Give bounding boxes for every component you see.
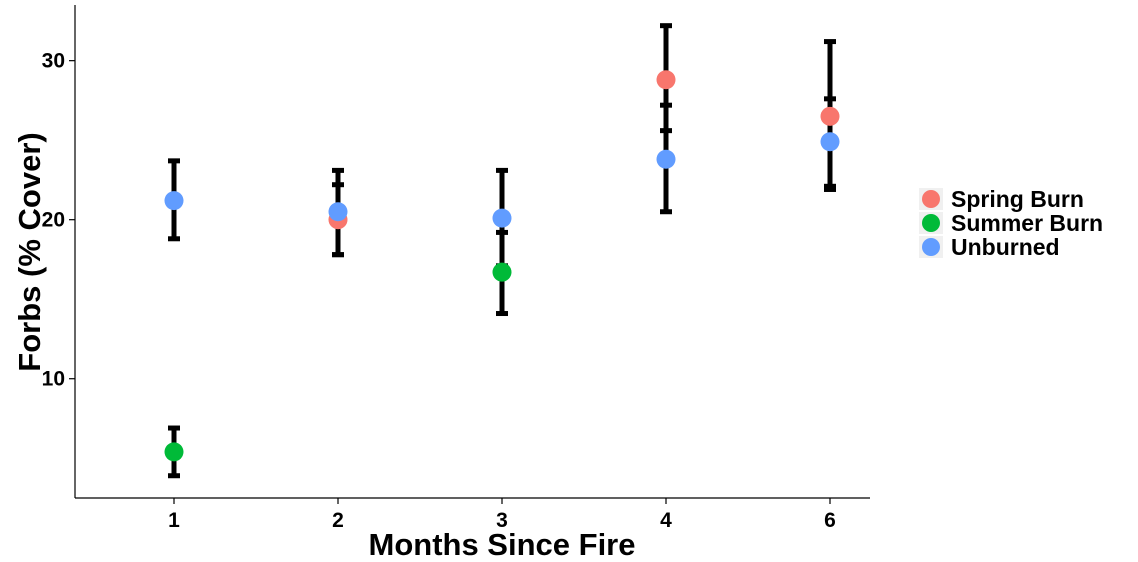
legend-key xyxy=(922,238,940,256)
x-tick-label: 3 xyxy=(496,509,508,532)
point-unburned xyxy=(656,149,676,169)
point-summer-burn xyxy=(492,262,512,282)
point-unburned xyxy=(328,202,348,222)
point-unburned xyxy=(492,208,512,228)
plot-area: 10 20 30 1 2 3 4 6 xyxy=(42,5,870,532)
y-tick-label: 20 xyxy=(42,209,65,232)
y-tick-label: 30 xyxy=(42,50,65,73)
legend-label: Summer Burn xyxy=(951,210,1103,236)
point-spring-burn xyxy=(820,106,840,126)
y-axis-title: Forbs (% Cover) xyxy=(12,132,47,371)
y-tick-label: 10 xyxy=(42,368,65,391)
x-tick-label: 1 xyxy=(168,509,180,532)
point-unburned xyxy=(164,191,184,211)
point-spring-burn xyxy=(656,70,676,90)
legend-key xyxy=(922,190,940,208)
legend-key xyxy=(922,214,940,232)
point-unburned xyxy=(820,132,840,152)
x-tick-label: 2 xyxy=(332,509,344,532)
x-tick-label: 6 xyxy=(824,509,836,532)
legend-label: Spring Burn xyxy=(951,186,1084,212)
point-summer-burn xyxy=(164,442,184,462)
x-axis-title: Months Since Fire xyxy=(369,527,636,562)
legend-label: Unburned xyxy=(951,234,1060,260)
x-tick-label: 4 xyxy=(660,509,672,532)
